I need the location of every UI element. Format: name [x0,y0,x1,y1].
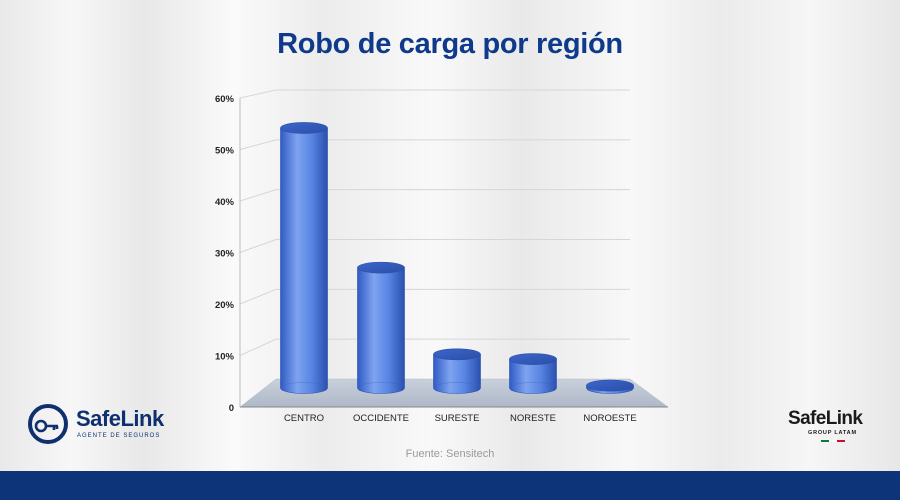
chart-title: Robo de carga por región [277,28,623,60]
y-tick-label: 50% [215,146,235,157]
bar-top [586,379,634,392]
key-icon [28,404,68,444]
flag-green [821,440,829,442]
gridline [239,189,630,202]
flag-white [829,440,837,442]
bar-base-rim [280,382,328,389]
flag-red [837,440,845,442]
bar-top [433,348,481,361]
bar-base-rim [357,382,405,389]
logo-right-tagline: GROUP LATAM [808,430,857,436]
bar-noroeste [586,379,634,394]
bar-top [280,122,328,134]
gridline [239,338,630,356]
x-tick-label: OCCIDENTE [353,413,409,424]
y-tick-label: 20% [215,300,235,311]
footer-band [0,471,900,500]
gridline [239,89,630,99]
bar-body [509,358,557,394]
bar-top [357,261,405,274]
x-tick-label: SURESTE [435,413,480,424]
x-tick-label: NOROESTE [583,413,636,424]
y-tick-label: 0 [229,403,234,414]
y-axis: 0 10% 20% 30% 40% 50% 60% [215,94,241,414]
y-tick-label: 10% [215,352,235,363]
y-tick-label: 40% [215,197,235,208]
chart-gridlines [239,89,630,356]
logo-left-wordmark: SafeLink [76,406,164,431]
bar-top [509,353,557,365]
safelink-group-logo: SafeLink GROUP LATAM [788,408,878,448]
flag-stripe [821,440,845,442]
gridline [239,239,630,253]
y-tick-label: 30% [215,249,235,260]
logo-right-wordmark: SafeLink [788,408,863,429]
bar-base-rim [433,382,481,389]
x-tick-label: NORESTE [510,413,556,424]
bar-sureste [433,348,481,394]
logo-left-tagline: AGENTE DE SEGUROS [77,433,161,439]
x-tick-label: CENTRO [284,413,324,424]
gridline [239,288,630,305]
gridline [239,139,630,150]
bar-base-rim [509,382,557,389]
bar-body [280,127,328,394]
chart-bars [280,122,634,394]
bar-body [357,267,405,394]
y-tick-label: 60% [215,94,235,105]
bar-centro [280,122,328,394]
bar-occidente [357,261,405,394]
x-axis: CENTRO OCCIDENTE SURESTE NORESTE NOROESTE [284,413,637,424]
bar-noreste [509,353,557,394]
safelink-agent-logo: SafeLink AGENTE DE SEGUROS [28,404,168,444]
bar-body [433,353,481,394]
source-note: Fuente: Sensitech [405,448,495,460]
